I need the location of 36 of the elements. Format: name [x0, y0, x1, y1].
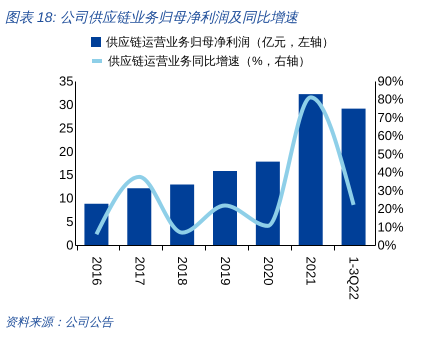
x-tick-label: 1-3Q22 [346, 256, 362, 300]
bar [170, 184, 194, 245]
bar [256, 162, 280, 245]
y2-tick-label: 20% [378, 201, 404, 216]
y-tick-label: 30 [59, 96, 74, 112]
y-tick-label: 35 [59, 74, 74, 88]
y2-tick-label: 60% [378, 128, 404, 144]
y-tick-label: 20 [59, 144, 74, 159]
legend-label: 供应链运营业务同比增速（%，右轴） [108, 54, 311, 68]
y-tick-label: 5 [66, 214, 74, 230]
y-tick-label: 15 [59, 167, 74, 182]
y2-tick-label: 0% [378, 238, 397, 252]
y2-tick-label: 50% [378, 146, 404, 162]
bar [298, 94, 323, 245]
y2-tick-label: 90% [378, 74, 404, 88]
y-tick-label: 10 [59, 190, 74, 206]
y2-tick-label: 30% [378, 182, 404, 198]
x-tick-label: 2018 [175, 256, 190, 286]
x-tick-label: 2021 [304, 256, 319, 286]
x-tick-label: 2017 [132, 256, 148, 286]
y2-tick-label: 10% [378, 219, 404, 234]
chart-title: 图表 18: 公司供应链业务归母净利润及同比增速 [5, 9, 300, 25]
y2-tick-label: 80% [378, 92, 404, 107]
x-tick-label: 2020 [260, 256, 276, 286]
x-tick-label: 2016 [89, 256, 104, 286]
y-tick-label: 0 [66, 238, 74, 252]
bar [213, 170, 237, 245]
y-tick-label: 25 [59, 120, 74, 136]
y2-tick-label: 70% [378, 110, 404, 125]
legend-label: 供应链运营业务归母净利润（亿元，左轴） [106, 35, 334, 49]
text: 资料来源：公司公告 [5, 315, 114, 329]
bar [127, 188, 152, 245]
bar [342, 108, 366, 245]
y2-tick-label: 40% [378, 164, 404, 180]
x-tick-label: 2019 [218, 256, 233, 286]
line-series [94, 95, 356, 236]
